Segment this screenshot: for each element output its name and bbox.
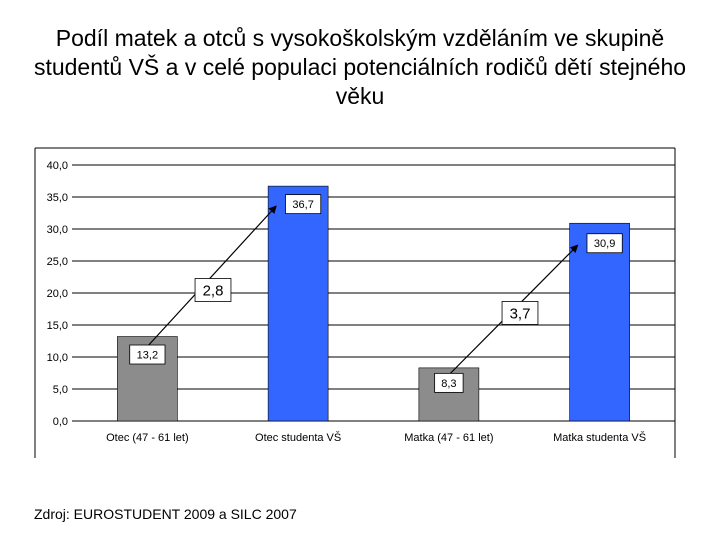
ratio-label-group: 2,8: [194, 278, 232, 302]
data-label: 36,7: [292, 199, 313, 211]
data-label-box: [586, 233, 623, 254]
y-tick-label: 0,0: [53, 416, 68, 428]
ratio-label-box: [501, 301, 539, 325]
source-note: Zdroj: EUROSTUDENT 2009 a SILC 2007: [34, 506, 297, 522]
data-label-group: 36,7: [285, 194, 322, 215]
data-label-group: 30,9: [586, 233, 623, 254]
x-tick-label: Otec (47 - 61 let): [106, 432, 189, 444]
x-tick-label: Matka (47 - 61 let): [404, 432, 493, 444]
data-label: 30,9: [594, 238, 615, 250]
y-tick-label: 25,0: [47, 256, 68, 268]
ratio-arrow: [146, 205, 277, 347]
axes: 0,0 5,0 10,0 15,0 20,0 25,0 30,0 35,0 40,0 Otec (…: [34, 147, 676, 458]
bars: [117, 185, 630, 422]
y-tick-label: 10,0: [47, 352, 68, 364]
ratio-label-group: 3,7: [501, 301, 539, 325]
annotations: 2,8 3,7 13,2 36,7 8,3 30,9: [129, 194, 623, 393]
chart-title: Podíl matek a otců s vysokoškolským vzdě…: [33, 25, 687, 109]
y-tick-label: 15,0: [47, 320, 68, 332]
data-label-group: 8,3: [434, 372, 464, 393]
x-tick-label: Matka studenta VŠ: [553, 431, 646, 444]
y-tick-label: 20,0: [47, 288, 68, 300]
y-tick-label: 40,0: [47, 160, 68, 172]
ratio-label: 3,7: [510, 305, 531, 322]
x-tick-label: Otec studenta VŠ: [255, 431, 341, 444]
y-tick-label: 35,0: [47, 192, 68, 204]
data-label-box: [285, 194, 322, 215]
bar: [267, 185, 329, 422]
data-label: 8,3: [441, 378, 456, 390]
data-label-box: [434, 372, 464, 393]
y-tick-label: 5,0: [53, 384, 68, 396]
y-tick-label: 30,0: [47, 224, 68, 236]
ratio-label-box: [194, 278, 232, 302]
data-label-group: 13,2: [129, 344, 166, 365]
bar: [569, 222, 630, 422]
ratio-label: 2,8: [203, 282, 224, 299]
data-label-box: [129, 344, 166, 365]
data-label: 13,2: [137, 349, 158, 361]
